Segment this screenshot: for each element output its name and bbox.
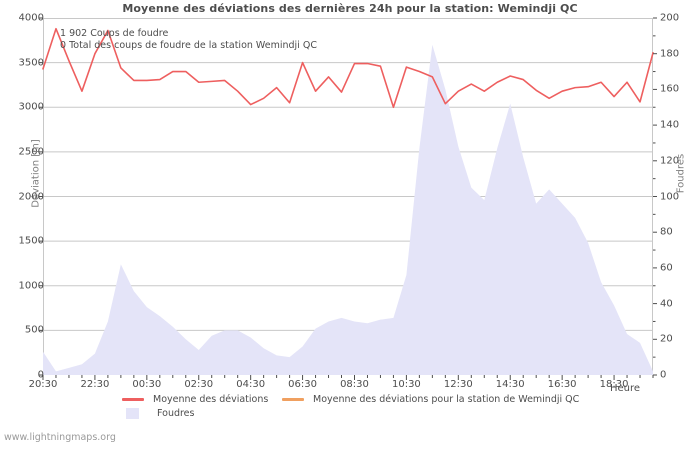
x-axis-tick-label: 00:30	[132, 379, 162, 390]
legend-item-station-deviation: Moyenne des déviations pour la station d…	[282, 394, 579, 405]
y-axis-left-tick-label: 4000	[18, 12, 44, 24]
y-axis-left-tick-label: 3500	[18, 57, 44, 69]
x-axis-tick-label: 18:30	[599, 379, 629, 390]
y-axis-right-label: Foudres	[675, 153, 687, 194]
legend-item-strokes: Foudres	[122, 408, 194, 419]
annotation-station-total: 0 Total des coups de foudre de la statio…	[60, 40, 317, 51]
x-axis-tick-label: 14:30	[495, 379, 525, 390]
plot-graphics	[39, 17, 657, 380]
y-axis-right-tick-label: 200	[660, 12, 680, 24]
y-axis-left-tick-label: 2500	[18, 146, 44, 158]
y-axis-right-tick-label: 0	[660, 369, 667, 381]
footer-credit: www.lightningmaps.org	[4, 432, 116, 443]
y-axis-right-tick-label: 80	[660, 226, 673, 238]
legend-swatch-strokes	[126, 408, 139, 419]
y-axis-right-tick-label: 20	[660, 333, 673, 345]
y-axis-left-tick-label: 0	[37, 369, 44, 381]
y-axis-left-tick-label: 1500	[18, 235, 44, 247]
legend-swatch-deviation	[122, 398, 144, 401]
y-axis-left-tick-label: 500	[24, 324, 44, 336]
y-axis-left-tick-label: 2000	[18, 191, 44, 202]
x-axis-tick-label: 02:30	[184, 379, 214, 390]
chart-title: Moyenne des déviations des dernières 24h…	[122, 2, 578, 15]
y-axis-right-tick-label: 100	[660, 191, 680, 202]
x-axis-label: Heure	[610, 383, 641, 394]
x-axis-tick-label: 16:30	[547, 379, 577, 390]
y-axis-right-tick-label: 160	[660, 83, 680, 95]
x-axis-tick-label: 06:30	[288, 379, 317, 390]
x-axis-tick-label: 12:30	[443, 379, 473, 390]
y-axis-left-tick-label: 3000	[18, 101, 44, 113]
legend-label-deviation: Moyenne des déviations	[153, 394, 269, 405]
y-axis-right-tick-label: 140	[660, 119, 680, 131]
legend-item-deviation: Moyenne des déviations	[122, 394, 268, 405]
x-axis-tick-label: 10:30	[391, 379, 421, 390]
legend-label-strokes: Foudres	[157, 408, 195, 419]
x-axis-tick-label: 20:30	[28, 379, 58, 390]
y-axis-right-tick-label: 120	[660, 155, 680, 167]
y-axis-right-tick-label: 40	[660, 298, 673, 310]
annotation-strokes-count: 1 902 Coups de foudre	[60, 28, 169, 39]
x-axis-tick-label: 04:30	[236, 379, 266, 390]
x-axis-tick-label: 08:30	[340, 379, 369, 390]
y-axis-left-label: Déviation [m]	[30, 139, 42, 208]
y-axis-right-tick-label: 180	[660, 48, 680, 60]
y-axis-left-tick-label: 1000	[18, 280, 44, 292]
legend-label-station-deviation: Moyenne des déviations pour la station d…	[313, 394, 580, 405]
y-axis-right-tick-label: 60	[660, 262, 673, 274]
legend-swatch-station-deviation	[282, 398, 304, 401]
x-axis-tick-label: 22:30	[80, 379, 110, 390]
